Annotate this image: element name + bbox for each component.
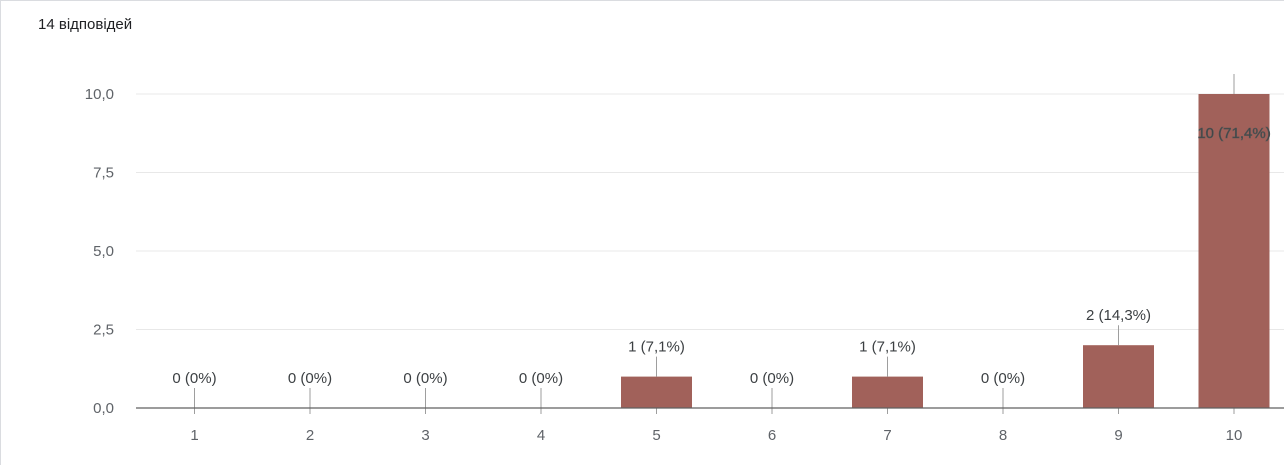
data-label: 0 (0%): [172, 370, 216, 387]
x-tick-label: 8: [999, 427, 1007, 444]
x-tick-label: 6: [768, 427, 776, 444]
data-label: 1 (7,1%): [628, 339, 685, 356]
x-tick-label: 5: [652, 427, 660, 444]
x-tick-label: 7: [883, 427, 891, 444]
x-tick-label: 3: [421, 427, 429, 444]
y-tick-label: 7,5: [93, 165, 114, 182]
x-tick-label: 1: [190, 427, 198, 444]
y-tick-label: 0,0: [93, 400, 114, 417]
x-tick-label: 2: [306, 427, 314, 444]
data-label: 0 (0%): [403, 370, 447, 387]
data-label: 2 (14,3%): [1086, 307, 1151, 324]
data-label: 0 (0%): [981, 370, 1025, 387]
bar: [852, 376, 923, 408]
data-label: 0 (0%): [750, 370, 794, 387]
data-label: 0 (0%): [288, 370, 332, 387]
x-tick-label: 9: [1114, 427, 1122, 444]
data-label: 0 (0%): [519, 370, 563, 387]
data-label: 10 (71,4%): [1197, 125, 1270, 142]
bar: [1198, 94, 1270, 408]
y-tick-label: 2,5: [93, 322, 114, 339]
bar: [1083, 345, 1154, 408]
x-tick-label: 4: [537, 427, 545, 444]
response-count: 14 відповідей: [38, 16, 133, 33]
bar: [621, 376, 692, 408]
x-tick-label: 10: [1226, 427, 1243, 444]
y-tick-label: 10,0: [85, 86, 114, 103]
data-label: 1 (7,1%): [859, 339, 916, 356]
y-tick-label: 5,0: [93, 243, 114, 260]
